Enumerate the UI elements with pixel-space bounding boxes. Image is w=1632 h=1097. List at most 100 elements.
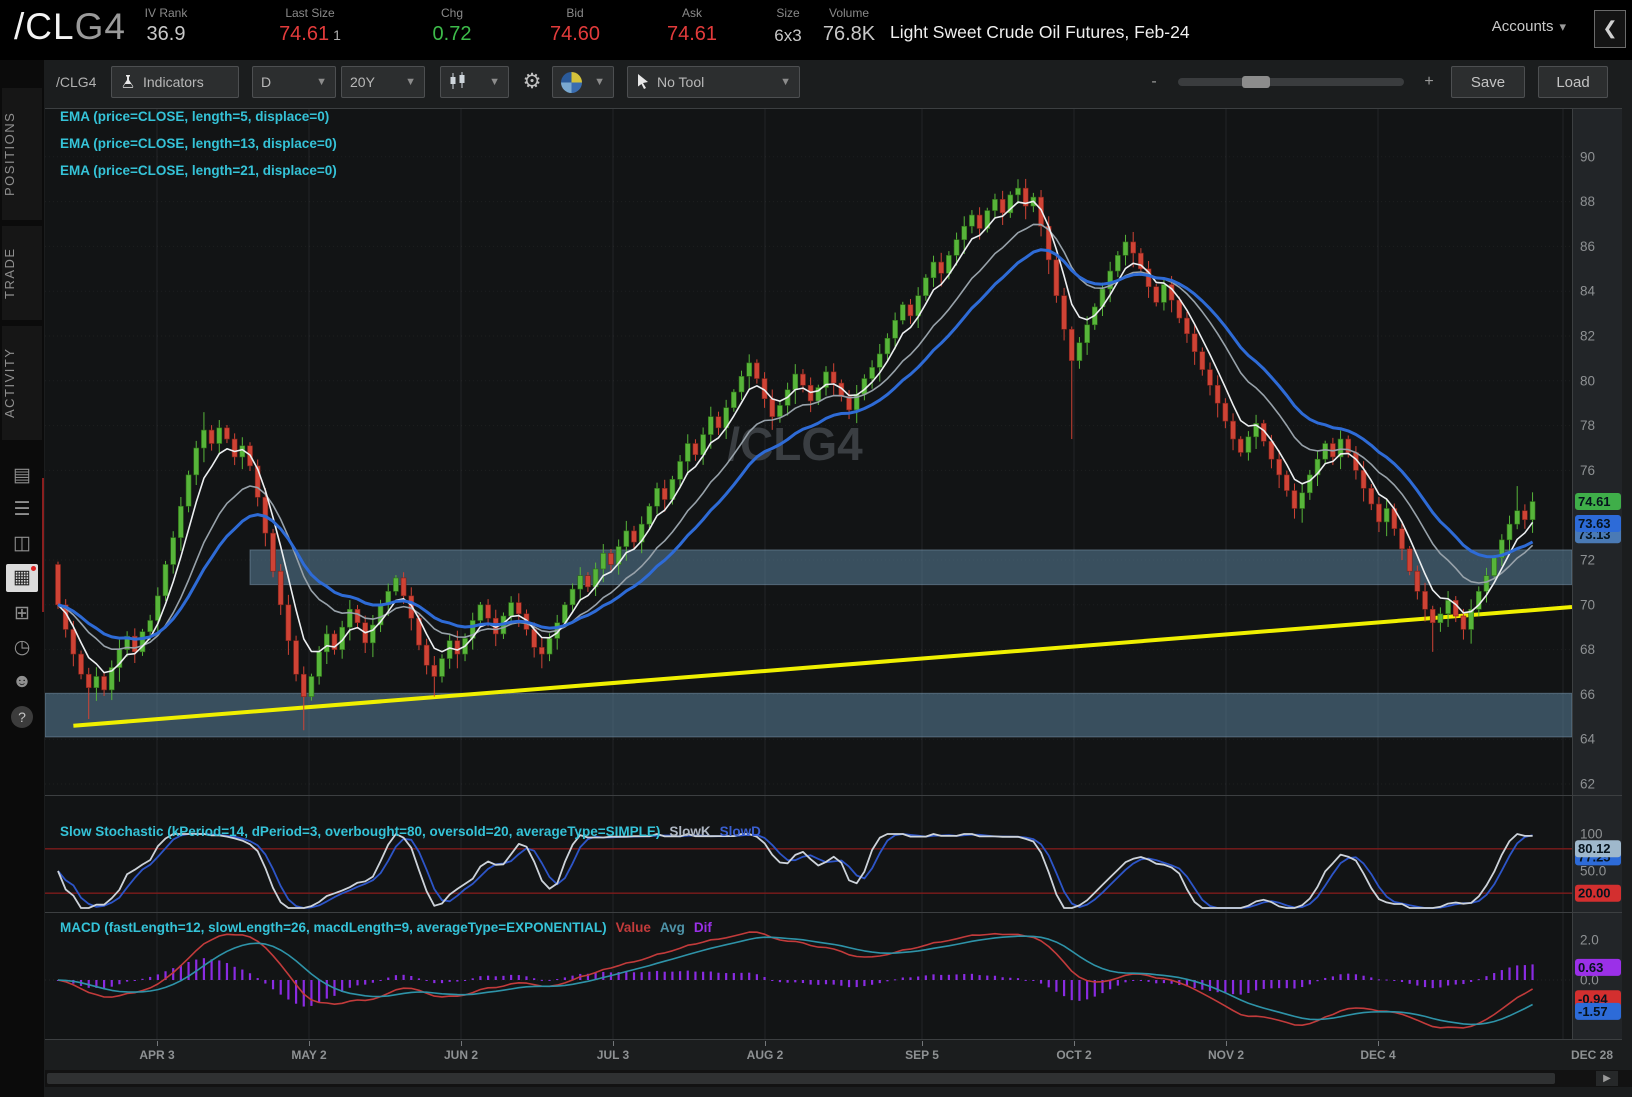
- indicators-button[interactable]: Indicators: [111, 66, 239, 98]
- candle-body: [193, 447, 200, 476]
- zoom-in-button[interactable]: +: [1424, 73, 1434, 90]
- horizontal-scrollbar[interactable]: ▶: [45, 1070, 1632, 1087]
- macd-histogram-bar: [156, 974, 159, 980]
- macd-histogram-bar: [1324, 977, 1327, 980]
- save-button[interactable]: Save: [1451, 66, 1525, 98]
- time-axis-tick: [922, 1041, 923, 1046]
- charts-icon[interactable]: ▦: [6, 564, 38, 592]
- candle-body: [823, 371, 829, 388]
- sidebar-tab-positions[interactable]: POSITIONS: [2, 88, 42, 220]
- sidebar-tab-activity[interactable]: ACTIVITY: [2, 326, 42, 440]
- candle-body: [876, 353, 883, 368]
- symbol-logo: /CLG4: [14, 6, 126, 47]
- candle-body: [1345, 438, 1352, 453]
- candle-body: [1022, 187, 1029, 207]
- drawing-tool-dropdown[interactable]: No Tool ▼: [627, 66, 800, 98]
- macd-histogram-bar: [471, 978, 474, 980]
- settings-gear-button[interactable]: ⚙: [517, 66, 547, 98]
- candle-body: [1253, 423, 1259, 438]
- macd-histogram-bar: [970, 973, 974, 980]
- macd-histogram-bar: [924, 975, 927, 980]
- candle-body: [78, 653, 84, 675]
- candle-body: [185, 474, 192, 507]
- scrollbar-right-arrow[interactable]: ▶: [1596, 1071, 1618, 1086]
- watchlist-icon[interactable]: ☰: [13, 499, 31, 520]
- macd-histogram-bar: [855, 980, 858, 988]
- candle-body: [969, 214, 975, 227]
- scrollbar-thumb[interactable]: [47, 1073, 1555, 1084]
- news-icon[interactable]: ▤: [13, 465, 31, 486]
- macd-avg-line: [57, 935, 1533, 1026]
- macd-histogram-bar: [187, 961, 190, 980]
- macd-histogram-bar: [1293, 980, 1296, 989]
- macd-histogram-bar: [318, 980, 321, 1003]
- ema13-study-label[interactable]: EMA (price=CLOSE, length=13, displace=0): [60, 136, 337, 151]
- macd-histogram-bar: [586, 973, 590, 980]
- macd-histogram-bar: [494, 976, 497, 980]
- macd-avg-bubble: [1575, 1002, 1621, 1020]
- time-axis-tick: [309, 1041, 310, 1046]
- macd-histogram-bar: [886, 980, 889, 982]
- macd-histogram-bar: [1377, 979, 1381, 981]
- macd-axis-label: 2.0: [1580, 933, 1599, 948]
- range-dropdown[interactable]: 20Y ▼: [341, 66, 425, 98]
- collapse-panel-button[interactable]: ❮: [1594, 10, 1626, 48]
- price-bubble: [1575, 514, 1621, 532]
- price-chart-canvas[interactable]: /CLG4 90 88 86 84 82 80 78 76 72 70 68 66 64 62 100 50.0…: [45, 108, 1622, 1040]
- macd-histogram-bar: [840, 980, 843, 986]
- macd-histogram-bar: [371, 980, 374, 983]
- ema21-study-label[interactable]: EMA (price=CLOSE, length=21, displace=0): [60, 163, 337, 178]
- x-axis-label: APR 3: [139, 1048, 175, 1062]
- macd-histogram-bar: [1531, 964, 1534, 980]
- grid-icon[interactable]: ⊞: [14, 603, 30, 624]
- macd-histogram-bar: [356, 980, 359, 986]
- sidebar-tab-trade[interactable]: TRADE: [2, 226, 42, 320]
- zoom-out-button[interactable]: -: [1151, 73, 1157, 90]
- candle-body: [270, 532, 276, 572]
- accounts-dropdown[interactable]: Accounts ▾: [1491, 18, 1566, 35]
- users-icon[interactable]: ☻: [12, 671, 32, 692]
- macd-histogram-bar: [410, 976, 413, 980]
- macd-histogram-bar: [1193, 980, 1196, 989]
- candle-body: [861, 378, 868, 395]
- price-axis-label: 70: [1580, 597, 1595, 612]
- macd-histogram-bar: [648, 971, 651, 980]
- ema5-study-label[interactable]: EMA (price=CLOSE, length=5, displace=0): [60, 109, 330, 124]
- zoom-slider[interactable]: [1178, 76, 1404, 88]
- macd-study-label[interactable]: MACD (fastLength=12, slowLength=26, macd…: [60, 920, 712, 935]
- candle-body: [923, 277, 929, 296]
- macd-histogram-bar: [102, 980, 106, 989]
- layout-dropdown[interactable]: ▼: [552, 66, 614, 98]
- zoom-slider-handle[interactable]: [1242, 76, 1270, 88]
- load-button[interactable]: Load: [1538, 66, 1608, 98]
- stochastic-study-label[interactable]: Slow Stochastic (kPeriod=14, dPeriod=3, …: [60, 824, 761, 839]
- macd-histogram-bar: [1239, 980, 1242, 995]
- macd-histogram-bar: [248, 973, 252, 980]
- history-icon[interactable]: ◷: [13, 637, 31, 658]
- macd-histogram-bar: [540, 979, 543, 981]
- candle-body: [208, 429, 215, 444]
- macd-histogram-bar: [463, 980, 467, 981]
- x-axis-label: MAY 2: [291, 1048, 327, 1062]
- macd-histogram-bar: [732, 973, 735, 980]
- chart-style-dropdown[interactable]: ▼: [440, 66, 509, 98]
- candle-body: [1115, 255, 1121, 272]
- x-axis-label: SEP 5: [905, 1048, 939, 1062]
- macd-histogram-bar: [1316, 980, 1319, 982]
- candle-body: [569, 588, 576, 606]
- candle-body: [638, 523, 645, 543]
- macd-histogram-bar: [1009, 977, 1012, 980]
- macd-histogram-bar: [379, 980, 382, 981]
- candle-body: [308, 676, 315, 697]
- candle-body: [815, 387, 822, 402]
- macd-histogram-bar: [1224, 980, 1227, 994]
- timeframe-dropdown[interactable]: D ▼: [252, 66, 336, 98]
- help-icon[interactable]: ?: [6, 704, 38, 732]
- candle-body: [1460, 615, 1467, 630]
- stat-volume: Volume 76.8K: [822, 6, 876, 45]
- candle-body: [738, 376, 745, 393]
- tv-icon[interactable]: ◫: [13, 533, 31, 554]
- price-axis-label: 64: [1580, 732, 1596, 747]
- macd-histogram-bar: [1055, 980, 1058, 992]
- candle-body: [1084, 324, 1090, 344]
